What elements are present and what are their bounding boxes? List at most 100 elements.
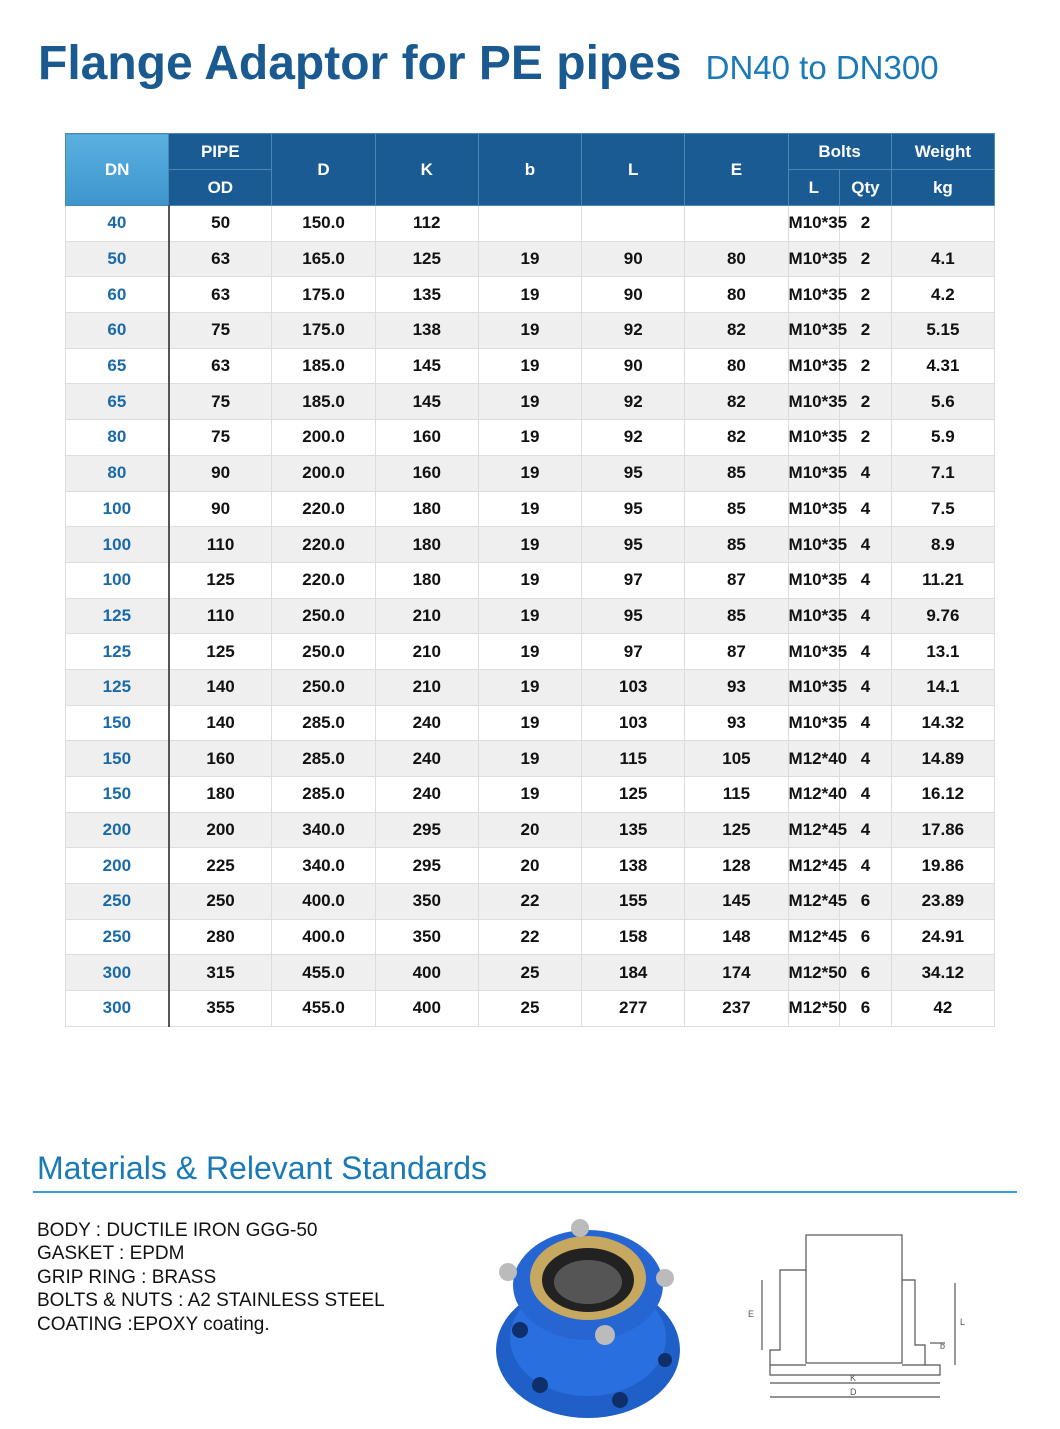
cell: 185.0	[271, 383, 376, 421]
cell: 295	[375, 847, 479, 885]
material-item: BODY : DUCTILE IRON GGG-50	[37, 1220, 318, 1241]
dn-cell: 125	[64, 598, 170, 635]
cell: 180	[168, 776, 273, 813]
cell: 200	[168, 812, 273, 849]
table-row: 125 140 250.0 210 19 103 93 M10*35 4 14.1	[64, 669, 996, 706]
cell: 19	[478, 740, 583, 777]
cell: 97	[581, 562, 686, 599]
dn-cell: 40	[64, 205, 170, 242]
dn-cell: 250	[64, 919, 170, 956]
cell: 85	[684, 491, 789, 528]
cell: 63	[168, 241, 273, 278]
cell: 50	[168, 205, 273, 242]
cell: 455.0	[271, 990, 376, 1027]
dn-cell: 80	[64, 455, 170, 492]
cell: 90	[168, 455, 273, 492]
header-cell: L	[581, 133, 686, 206]
cell: 13.1	[891, 633, 996, 670]
cell: 5.15	[891, 312, 996, 349]
cell: 16.12	[891, 776, 996, 813]
cell: 14.1	[891, 669, 996, 706]
cell: 160	[375, 419, 479, 456]
dn-cell: 125	[64, 669, 170, 706]
cell: 85	[684, 526, 789, 563]
subtitle: DN40 to DN300	[705, 49, 939, 86]
cell: 145	[375, 348, 479, 385]
cell: 220.0	[271, 491, 376, 528]
cell: 85	[684, 455, 789, 492]
cell: 90	[581, 348, 686, 385]
cell: 350	[375, 883, 479, 920]
dn-cell: 100	[64, 562, 170, 599]
cell: M10*35	[788, 348, 847, 385]
cell: 92	[581, 419, 686, 456]
cell: 220.0	[271, 526, 376, 563]
dim-label: b	[940, 1341, 945, 1351]
cell: 315	[168, 954, 273, 992]
table-row: 300 315 455.0 400 25 184 174 M12*50 6 34.12	[64, 954, 996, 992]
cell: 285.0	[271, 740, 376, 777]
cell: M10*35	[788, 241, 847, 278]
cell: 24.91	[891, 919, 996, 956]
cell: 4	[839, 812, 892, 849]
cell: 125	[168, 633, 273, 670]
cell: 115	[581, 740, 686, 777]
header-cell: b	[477, 133, 583, 206]
cell: 11.21	[891, 562, 996, 599]
cell: 285.0	[271, 705, 376, 742]
cell: 250.0	[271, 669, 376, 706]
title: Flange Adaptor for PE pipes	[38, 37, 682, 90]
header-cell: D	[271, 133, 376, 206]
cell: 19	[478, 526, 583, 563]
dn-cell: 300	[64, 990, 170, 1027]
cell: 138	[375, 312, 479, 349]
material-item: BOLTS & NUTS : A2 STAINLESS STEEL	[37, 1290, 385, 1312]
cell: 7.1	[891, 455, 996, 492]
cell: 20	[478, 812, 583, 849]
table-row: 40 50 150.0 112 M10*35 2	[64, 205, 996, 242]
header-cell: E	[684, 133, 789, 206]
cell: 180	[375, 526, 479, 563]
materials-list: BODY : DUCTILE IRON GGG-50 GASKET : EPDM G…	[37, 1219, 385, 1336]
table-row: 125 125 250.0 210 19 97 87 M10*35 4 13.1	[64, 633, 996, 670]
material-item: COATING :EPOXY coating.	[37, 1313, 270, 1335]
cell: 225	[168, 847, 273, 885]
cell: 240	[375, 776, 479, 813]
cell: 210	[375, 669, 479, 706]
cell	[891, 205, 996, 242]
dn-cell: 200	[64, 812, 170, 849]
cell: 75	[168, 383, 273, 421]
cell: M10*35	[788, 562, 847, 599]
cell: 19	[478, 312, 583, 349]
cell: 148	[684, 919, 789, 956]
table-row: 100 110 220.0 180 19 95 85 M10*35 4 8.9	[64, 526, 996, 563]
cell: 22	[478, 919, 583, 956]
cell: 90	[581, 276, 686, 314]
cell: 128	[684, 847, 789, 885]
cell: 5.9	[891, 419, 996, 456]
cell: 2	[839, 241, 892, 278]
dn-cell: 250	[64, 883, 170, 920]
header-cell: kg	[890, 169, 996, 206]
cell: 95	[581, 526, 686, 563]
cell: 180	[375, 562, 479, 599]
cell: 63	[168, 276, 273, 314]
cell: 14.89	[891, 740, 996, 777]
table-row: 65 63 185.0 145 19 90 80 M10*35 2 4.31	[64, 348, 996, 385]
cell: 19	[478, 633, 583, 670]
cell: 75	[168, 419, 273, 456]
cell: 158	[581, 919, 686, 956]
cell: 19	[478, 241, 583, 278]
dn-cell: 80	[64, 419, 170, 456]
cell: 19	[478, 669, 583, 706]
dn-cell: 60	[64, 312, 170, 349]
header-cell: PIPE	[168, 133, 273, 170]
cell: M10*35	[788, 312, 847, 349]
cell: 80	[684, 276, 789, 314]
cell: 135	[581, 812, 686, 849]
cell: 355	[168, 990, 273, 1027]
cell: 110	[168, 598, 273, 635]
cell: 277	[581, 990, 686, 1027]
table-row: 150 140 285.0 240 19 103 93 M10*35 4 14.32	[64, 705, 996, 742]
header-cell: OD	[168, 169, 273, 206]
